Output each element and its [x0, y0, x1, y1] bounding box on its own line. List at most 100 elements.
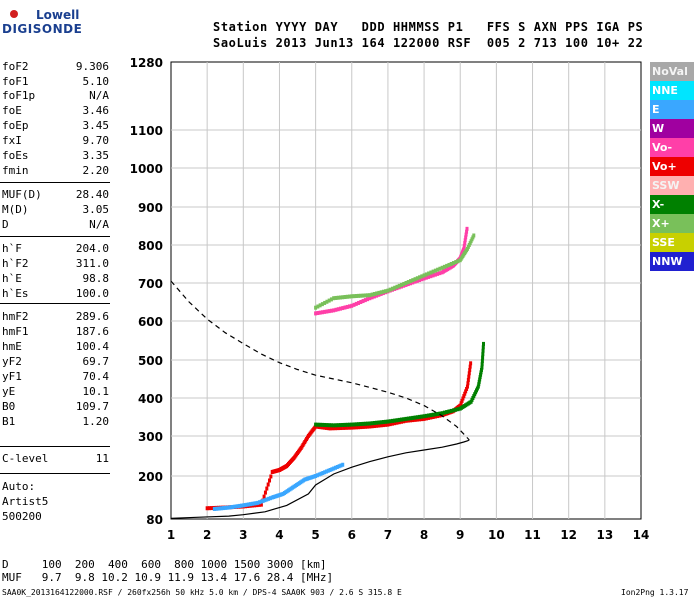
legend-item-vo-: Vo+ [650, 157, 694, 176]
x-tick-label: 7 [384, 528, 392, 542]
param-value: 100.4 [75, 340, 109, 353]
echo-point-vo- [345, 304, 349, 309]
echo-point-e [268, 496, 272, 501]
footer-version: Ion2Png 1.3.17 [621, 588, 689, 597]
echo-point-vo- [368, 296, 372, 301]
echo-point-x- [323, 422, 327, 427]
echo-point-e [243, 503, 247, 508]
echo-point-vo- [359, 425, 363, 430]
echo-point-vo- [461, 396, 465, 401]
echo-point-e [265, 497, 269, 502]
echo-point-vo- [462, 394, 466, 399]
echo-point-x- [418, 275, 422, 280]
echo-point-vo- [466, 377, 470, 382]
param-value: 311.0 [75, 257, 109, 270]
param-value: 98.8 [82, 272, 110, 285]
legend-item-w: W [650, 119, 694, 138]
echo-point-vo- [464, 232, 468, 237]
echo-point-x- [402, 417, 406, 422]
echo-point-x- [390, 418, 394, 423]
echo-point-vo- [379, 423, 383, 428]
echo-point-x- [409, 416, 413, 421]
echo-point-x- [399, 282, 403, 287]
param-value: 204.0 [75, 242, 109, 255]
echo-point-vo- [413, 417, 417, 422]
echo-point-x- [336, 423, 340, 428]
echo-point-x- [479, 372, 483, 377]
echo-point-x- [433, 268, 437, 273]
echo-point-vo- [397, 420, 401, 425]
echo-point-x- [477, 379, 481, 384]
echo-point-x- [440, 411, 444, 416]
echo-point-x- [350, 294, 354, 299]
echo-point-vo- [467, 374, 471, 379]
echo-point-vo- [331, 426, 335, 431]
echo-point-vo- [317, 424, 321, 429]
param-value: 11 [95, 452, 109, 465]
echo-point-x- [379, 290, 383, 295]
echo-point-e [317, 472, 321, 477]
echo-point-vo- [418, 278, 422, 283]
param-row-hmf2: hmF2 289.6 [2, 310, 109, 324]
x-tick-label: 8 [420, 528, 428, 542]
echo-point-x- [413, 415, 417, 420]
echo-point-x- [341, 295, 345, 300]
echo-point-e [258, 500, 262, 505]
echo-point-e [223, 505, 227, 510]
param-value: 1.20 [82, 415, 110, 428]
echo-point-x- [411, 278, 415, 283]
logo-bottom-text: DIGISONDE [2, 22, 83, 36]
echo-point-vo- [319, 425, 323, 430]
param-row-hmf1: hmF1 187.6 [2, 325, 109, 339]
param-label: hmF1 [2, 325, 29, 338]
echo-point-x- [320, 422, 324, 427]
echo-point-x- [338, 423, 342, 428]
param-value: 70.4 [82, 370, 110, 383]
legend-item-noval: NoVal [650, 62, 694, 81]
echo-point-vo- [343, 305, 347, 310]
x-tick-label: 4 [275, 528, 283, 542]
echo-point-vo- [326, 426, 330, 431]
echo-point-vo- [363, 298, 367, 303]
echo-point-x- [429, 413, 433, 418]
echo-point-vo- [463, 241, 467, 246]
param-row-c-level: C-level 11 [2, 452, 109, 466]
echo-point-e [335, 465, 339, 469]
param-value: 10.1 [82, 385, 110, 398]
param-row-fxi: fxI 9.70 [2, 134, 109, 148]
param-value: N/A [89, 89, 109, 102]
echo-point-x- [341, 422, 345, 427]
echo-point-x- [368, 293, 372, 298]
echo-point-vo- [359, 300, 363, 304]
echo-point-vo- [361, 299, 365, 304]
panel-divider [0, 303, 110, 304]
param-label: hmF2 [2, 310, 29, 323]
y-tick-label: 80 [146, 513, 163, 527]
echo-point-vo- [424, 275, 428, 280]
param-value: 69.7 [82, 355, 110, 368]
echo-point-vo- [431, 273, 435, 278]
echo-point-x- [354, 294, 358, 299]
echo-point-x- [384, 289, 388, 294]
echo-point-x- [411, 415, 415, 420]
param-value: 109.7 [75, 400, 109, 413]
param-label: foF2 [2, 60, 29, 73]
echo-point-vo- [411, 280, 415, 285]
echo-point-x- [438, 411, 442, 416]
echo-point-vo- [265, 486, 269, 491]
x-tick-label: 5 [311, 528, 319, 542]
legend-item-x-: X+ [650, 214, 694, 233]
echo-point-x- [363, 421, 367, 426]
param-value: N/A [89, 218, 109, 231]
echo-point-vo- [466, 381, 470, 386]
echo-point-x- [399, 417, 403, 422]
echo-point-e [323, 470, 327, 475]
echo-point-vo- [433, 414, 437, 419]
echo-point-x- [386, 419, 390, 424]
echo-point-e [247, 502, 251, 507]
echo-point-vo- [464, 389, 468, 394]
echo-point-x- [480, 362, 484, 367]
y-tick-label: 1000 [130, 162, 163, 176]
echo-point-vo- [352, 425, 356, 430]
